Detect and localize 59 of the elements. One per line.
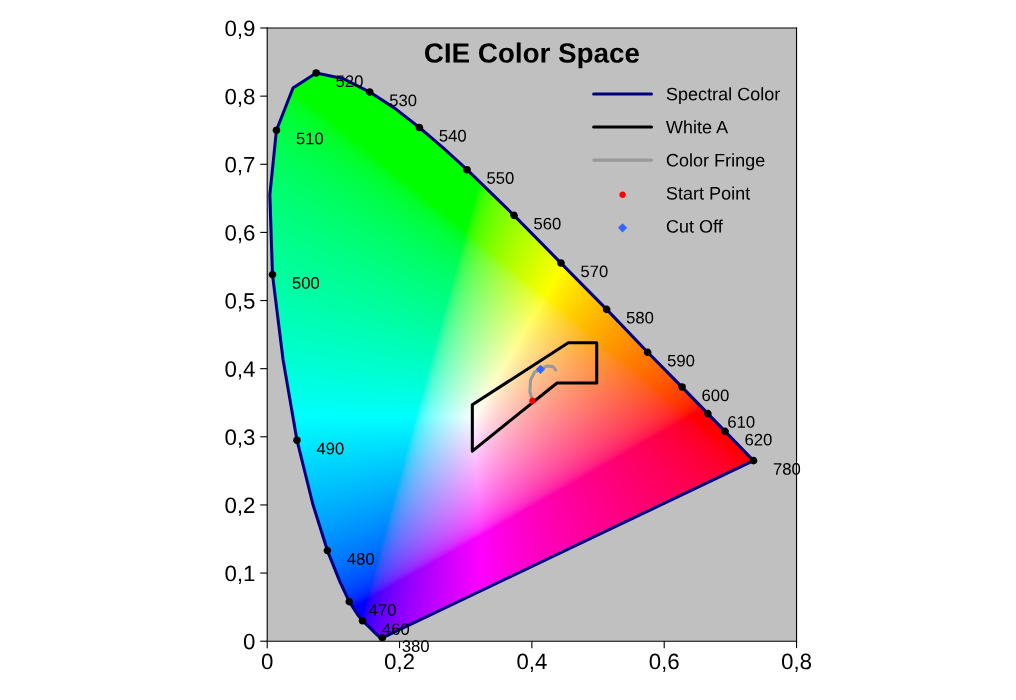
legend-label: Spectral Color xyxy=(666,87,780,105)
y-tick-label: 0,6 xyxy=(225,224,255,244)
point xyxy=(643,348,652,357)
y-tick-label: 0,8 xyxy=(225,88,255,108)
point xyxy=(749,456,758,465)
annotation: 560 xyxy=(534,217,561,230)
point xyxy=(535,364,546,374)
legend-label: Cut Off xyxy=(666,219,723,233)
annotation: 510 xyxy=(296,132,324,145)
annotation: 600 xyxy=(702,389,729,402)
y-tick-label: 0,2 xyxy=(225,497,255,516)
y-tick-label: 0,4 xyxy=(225,361,255,380)
annotation: 540 xyxy=(439,129,466,142)
x-tick-label: 0,2 xyxy=(384,653,414,672)
x-tick-label: 0,8 xyxy=(781,653,812,672)
chart-title: CIE Color Space xyxy=(424,42,639,69)
annotation: 580 xyxy=(626,311,654,324)
annotation: 380 xyxy=(402,640,429,652)
point xyxy=(293,436,301,445)
point xyxy=(268,270,277,279)
point xyxy=(678,383,686,391)
annotation: 550 xyxy=(487,172,514,184)
y-tick-label: 0,9 xyxy=(225,20,255,39)
y-tick-label: 0,1 xyxy=(225,565,255,584)
legend-label: Color Fringe xyxy=(666,153,765,171)
point xyxy=(365,88,374,96)
point xyxy=(463,165,471,174)
x-tick-label: 0 xyxy=(261,653,273,670)
point xyxy=(323,546,332,555)
y-tick-label: 0,7 xyxy=(225,156,255,176)
y-tick-label: 0,5 xyxy=(225,293,255,312)
annotation: 520 xyxy=(336,75,363,88)
annotation: 470 xyxy=(369,604,396,616)
point xyxy=(704,409,712,418)
point xyxy=(510,211,518,220)
annotation: 460 xyxy=(382,623,410,635)
y-tick-label: 0,3 xyxy=(225,429,255,448)
annotation: 570 xyxy=(581,265,608,278)
annotation: 620 xyxy=(745,433,772,446)
point xyxy=(345,597,354,606)
annotation: 480 xyxy=(347,552,375,565)
point xyxy=(721,427,729,436)
point xyxy=(312,69,320,77)
point xyxy=(557,259,565,267)
point xyxy=(602,305,611,314)
x-tick-label: 0,4 xyxy=(517,653,547,672)
point xyxy=(358,616,367,625)
annotation: 530 xyxy=(389,94,417,107)
point xyxy=(272,126,281,134)
x-tick-label: 0,6 xyxy=(649,653,679,672)
legend-label: Start Point xyxy=(666,186,751,200)
annotation: 590 xyxy=(667,354,695,367)
annotation: 490 xyxy=(316,442,344,455)
y-tick-label: 0 xyxy=(243,633,255,650)
legend-label: White A xyxy=(665,120,729,134)
annotation: 610 xyxy=(728,416,755,428)
annotation: 500 xyxy=(292,277,320,289)
point xyxy=(415,123,424,132)
point xyxy=(529,397,536,404)
